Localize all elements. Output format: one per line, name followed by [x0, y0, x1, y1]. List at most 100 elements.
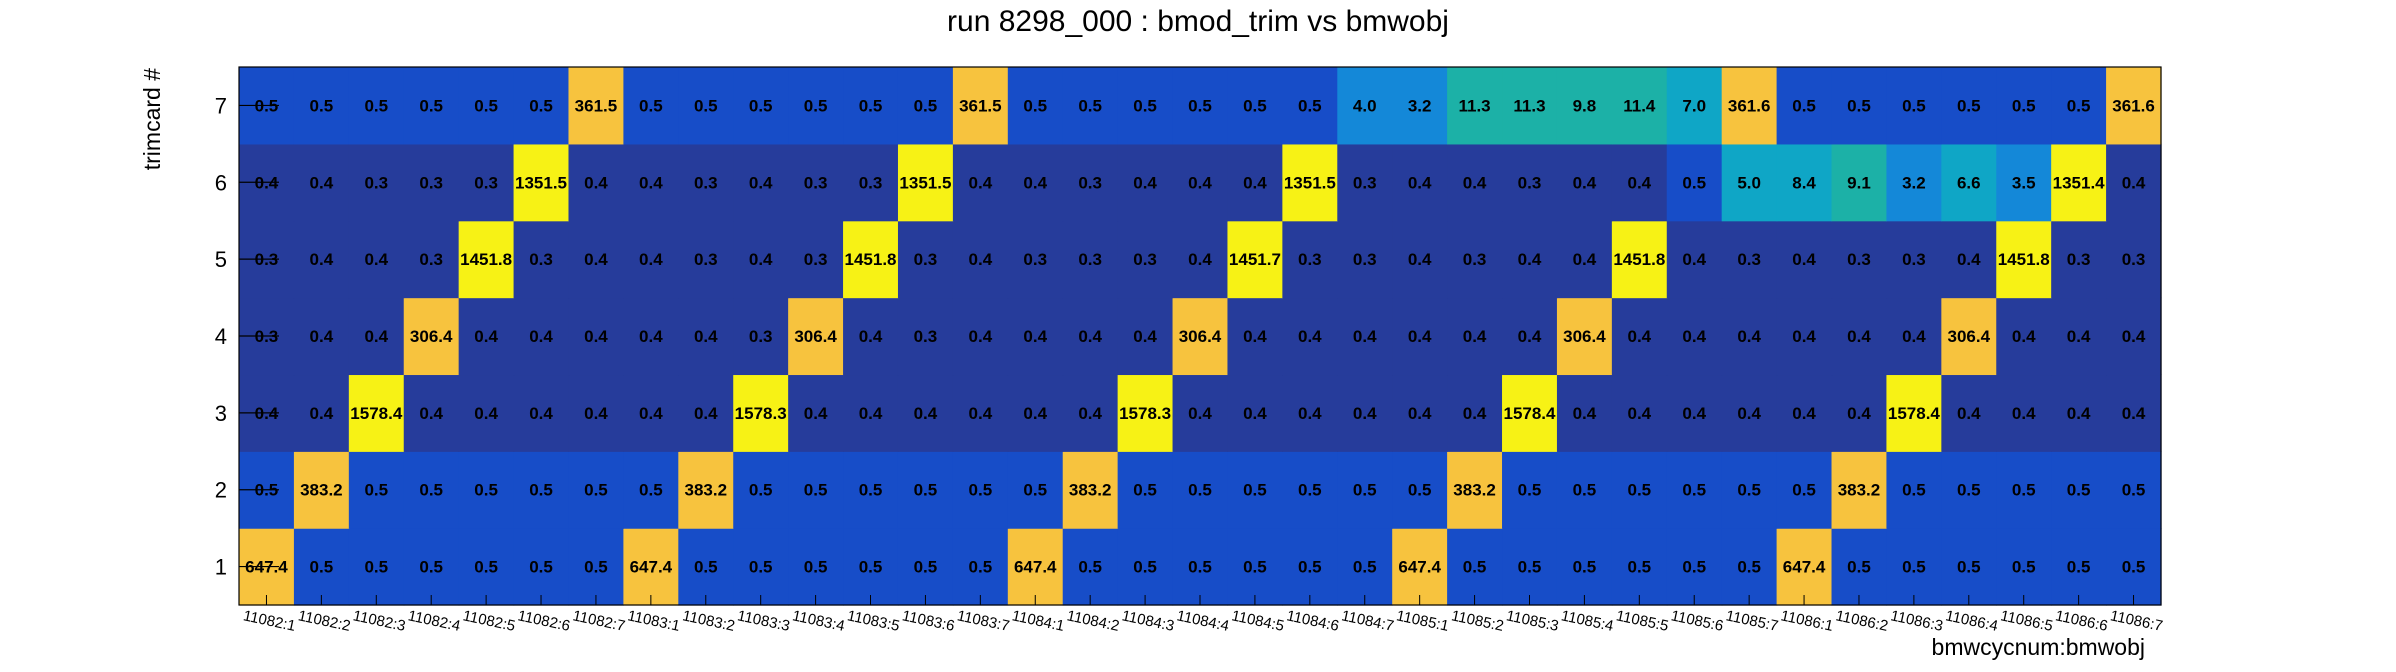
- heatmap-cell: [843, 143, 899, 222]
- heatmap-cell: [1117, 528, 1174, 606]
- x-tick-label: 11082:3: [351, 607, 406, 635]
- heatmap-cell: [952, 374, 1009, 452]
- cell-value-label: 0.4: [1902, 327, 1926, 346]
- heatmap-cell: [2051, 528, 2107, 606]
- x-tick-label: 11085:2: [1450, 607, 1505, 635]
- heatmap-cell: [1007, 528, 1064, 606]
- heatmap-cell: [1062, 297, 1119, 376]
- x-tick-label: 11084:2: [1065, 607, 1120, 635]
- heatmap-cell: [403, 67, 460, 145]
- cell-value-label: 0.4: [310, 173, 334, 192]
- cell-value-label: 0.3: [1078, 250, 1102, 269]
- cell-value-label: 0.5: [2012, 481, 2036, 500]
- cell-value-label: 0.3: [749, 327, 773, 346]
- heatmap-cell: [1502, 451, 1558, 529]
- heatmap-cell: [2051, 220, 2107, 299]
- cell-value-label: 647.4: [630, 558, 673, 577]
- heatmap-cell: [678, 528, 734, 606]
- heatmap-cell: [1062, 374, 1119, 452]
- cell-value-label: 1578.3: [1119, 404, 1171, 423]
- cell-value-label: 0.5: [474, 558, 498, 577]
- heatmap-cell: [1776, 67, 1833, 145]
- cell-value-label: 0.5: [1188, 96, 1212, 115]
- x-tick-label: 11083:7: [956, 607, 1011, 635]
- cell-value-label: 0.4: [1078, 327, 1102, 346]
- cell-value-label: 0.3: [1737, 250, 1761, 269]
- cell-value-label: 0.4: [969, 404, 993, 423]
- heatmap-cell: [733, 297, 789, 376]
- cell-value-label: 0.4: [1243, 173, 1267, 192]
- heatmap-cell: [293, 220, 350, 299]
- cell-value-label: 0.4: [310, 404, 334, 423]
- cell-value-label: 7.0: [1682, 96, 1706, 115]
- heatmap-cell: [1007, 451, 1064, 529]
- heatmap-cell: [1337, 528, 1393, 606]
- heatmap-cells: [239, 67, 2162, 606]
- cell-value-label: 383.2: [1838, 481, 1881, 500]
- cell-value-label: 0.4: [694, 327, 718, 346]
- heatmap-cell: [1831, 297, 1888, 376]
- cell-value-label: 0.5: [1847, 96, 1871, 115]
- heatmap-cell: [1666, 528, 1723, 606]
- cell-value-label: 0.5: [2012, 558, 2036, 577]
- cell-value-label: 0.4: [859, 327, 883, 346]
- heatmap-cell: [1941, 451, 1997, 529]
- heatmap-cell: [2106, 67, 2162, 145]
- heatmap-cell: [1392, 67, 1448, 145]
- heatmap-cell: [1886, 528, 1942, 606]
- cell-value-label: 5.0: [1737, 173, 1761, 192]
- heatmap-cell: [2106, 220, 2162, 299]
- cell-value-label: 383.2: [684, 481, 727, 500]
- heatmap-cell: [1666, 220, 1723, 299]
- heatmap-cell: [1996, 143, 2052, 222]
- x-tick-label: 11084:4: [1175, 607, 1230, 635]
- cell-value-label: 0.5: [749, 96, 773, 115]
- cell-value-label: 0.4: [529, 404, 553, 423]
- cell-value-label: 8.4: [1792, 173, 1816, 192]
- cell-value-label: 0.5: [1133, 558, 1157, 577]
- cell-value-label: 0.4: [1078, 404, 1102, 423]
- cell-value-label: 0.4: [1682, 404, 1706, 423]
- cell-value-label: 0.5: [1078, 96, 1102, 115]
- cell-value-label: 0.3: [364, 173, 388, 192]
- heatmap-cell: [293, 143, 350, 222]
- cell-value-label: 0.5: [859, 481, 883, 500]
- cell-value-label: 0.5: [1682, 173, 1706, 192]
- cell-value-label: 0.4: [1353, 327, 1377, 346]
- heatmap-cell: [897, 297, 954, 376]
- x-tick-label: 11086:3: [1889, 607, 1944, 635]
- heatmap-cell: [458, 374, 515, 452]
- heatmap-cell: [2106, 451, 2162, 529]
- cell-value-label: 647.4: [1014, 558, 1057, 577]
- heatmap-cell: [513, 297, 570, 376]
- heatmap-cell: [1227, 451, 1283, 529]
- cell-value-label: 0.4: [1463, 404, 1487, 423]
- heatmap-cell: [1721, 67, 1778, 145]
- heatmap-cell: [1337, 220, 1393, 299]
- heatmap-cell: [1172, 528, 1229, 606]
- cell-value-label: 0.5: [310, 558, 334, 577]
- cell-value-label: 0.4: [1737, 404, 1761, 423]
- heatmap-cell: [1886, 374, 1942, 452]
- cell-value-label: 0.4: [1957, 404, 1981, 423]
- cell-value-label: 0.4: [1243, 404, 1267, 423]
- heatmap-cell: [1996, 67, 2052, 145]
- cell-value-label: 0.5: [474, 96, 498, 115]
- heatmap-cell: [1117, 374, 1174, 452]
- cell-value-label: 0.5: [694, 96, 718, 115]
- cell-value-label: 0.5: [1243, 96, 1267, 115]
- cell-value-label: 0.5: [1188, 558, 1212, 577]
- heatmap-cell: [1556, 220, 1613, 299]
- cell-value-label: 0.5: [584, 558, 608, 577]
- heatmap-cell: [513, 374, 570, 452]
- cell-value-label: 0.4: [2122, 327, 2146, 346]
- cell-value-label: 0.5: [1737, 558, 1761, 577]
- cell-value-label: 0.3: [1847, 250, 1871, 269]
- heatmap-cell: [1172, 67, 1229, 145]
- cell-value-label: 306.4: [1179, 327, 1222, 346]
- cell-value-label: 0.4: [1957, 250, 1981, 269]
- heatmap-cell: [952, 143, 1009, 222]
- cell-value-label: 4.0: [1353, 96, 1377, 115]
- cell-value-label: 0.4: [1408, 404, 1432, 423]
- heatmap-cell: [1502, 220, 1558, 299]
